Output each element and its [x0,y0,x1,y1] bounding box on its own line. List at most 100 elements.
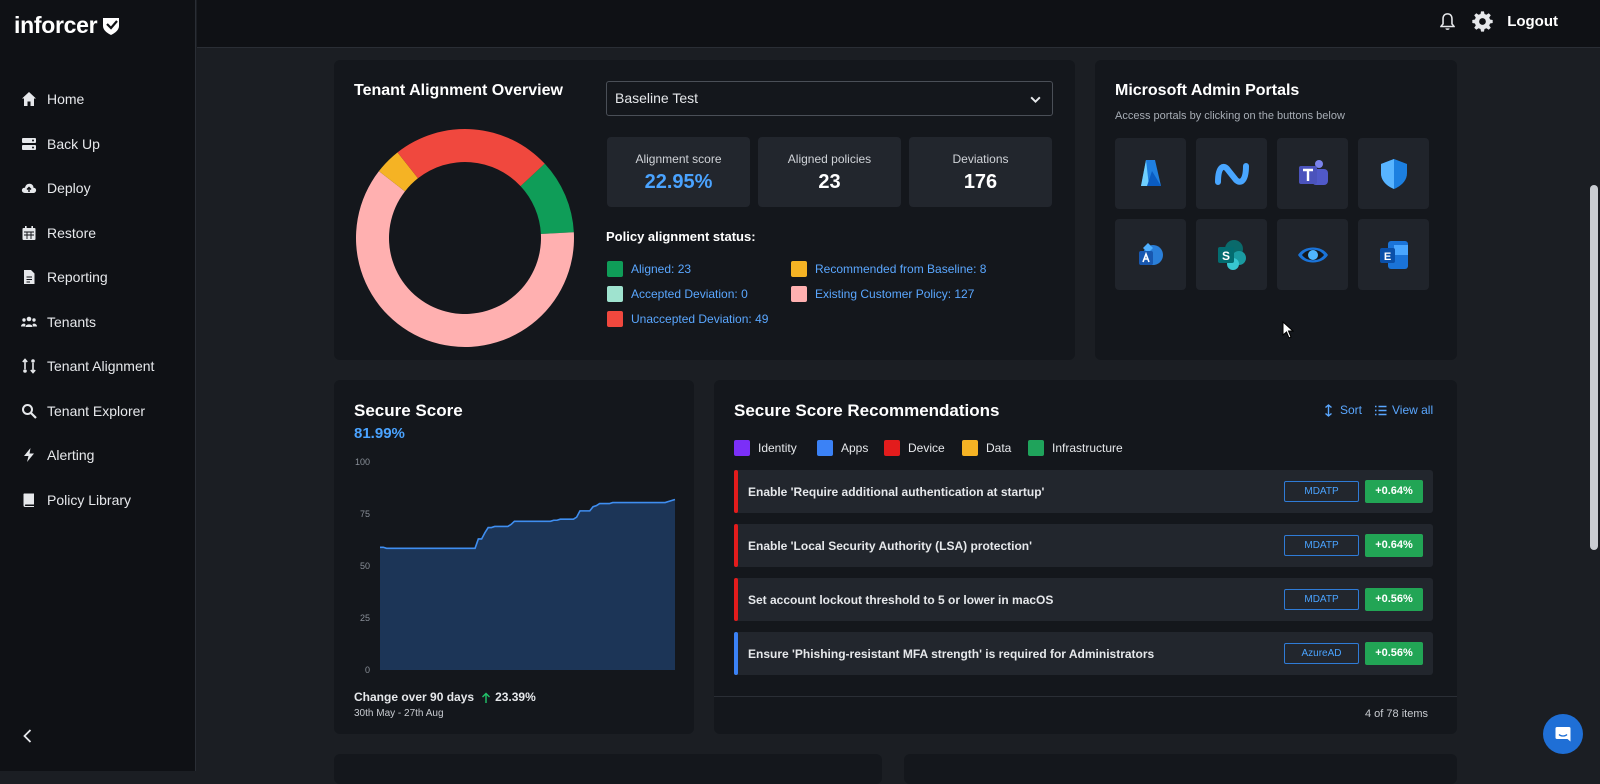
source-tag[interactable]: MDATP [1284,481,1359,502]
stat-label: Alignment score [635,152,722,166]
category-infrastructure[interactable]: Infrastructure [1028,440,1123,456]
recommendation-row[interactable]: Enable 'Require additional authenticatio… [734,470,1433,513]
stat-label: Deviations [952,152,1009,166]
collapse-sidebar-icon[interactable] [20,728,36,744]
category-swatch [1028,440,1044,456]
change-row: Change over 90 days 23.39% [354,690,536,704]
category-bar [734,632,738,675]
items-count: 4 of 78 items [1365,708,1428,720]
recommendation-text: Ensure 'Phishing-resistant MFA strength'… [748,647,1155,661]
purview-portal-button[interactable] [1277,219,1348,290]
sort-button[interactable]: Sort [1322,403,1362,417]
score-area [380,499,675,670]
admin-portals-title: Microsoft Admin Portals [1115,82,1300,99]
donut-slice-existing-customer-policy[interactable] [355,171,574,347]
category-data[interactable]: Data [962,440,1011,456]
source-tag[interactable]: MDATP [1284,535,1359,556]
stat-value: 23 [818,171,841,193]
y-tick-label: 50 [360,561,370,571]
recommendation-row[interactable]: Ensure 'Phishing-resistant MFA strength'… [734,632,1433,675]
recommendations-title: Secure Score Recommendations [734,401,1000,420]
view-all-button[interactable]: View all [1374,403,1433,417]
y-tick-label: 25 [360,613,370,623]
recommendation-text: Set account lockout threshold to 5 or lo… [748,593,1054,607]
intune-portal-icon [1214,162,1249,185]
legend-swatch [607,311,623,327]
chat-launcher-button[interactable] [1543,714,1583,754]
sidebar-item-deploy[interactable]: Deploy [0,166,196,211]
bell-icon[interactable] [1437,11,1458,32]
sidebar: inforcer Home Back Up Deploy Restore Rep… [0,0,196,771]
azure-portal-button[interactable] [1115,138,1186,209]
legend-existing-policy[interactable]: Existing Customer Policy: 127 [791,286,974,302]
category-swatch [962,440,978,456]
sidebar-item-tenant-alignment[interactable]: Tenant Alignment [0,344,196,389]
legend-recommended[interactable]: Recommended from Baseline: 8 [791,261,986,277]
teams-portal-button[interactable] [1277,138,1348,209]
sidebar-item-tenant-explorer[interactable]: Tenant Explorer [0,389,196,434]
category-apps[interactable]: Apps [817,440,868,456]
gear-icon[interactable] [1472,11,1493,32]
sort-icon [1325,403,1332,417]
search-icon [22,403,37,419]
category-identity[interactable]: Identity [734,440,797,456]
legend-label: Accepted Deviation: 0 [631,287,748,301]
purview-portal-icon [1297,247,1328,262]
y-tick-label: 75 [360,509,370,519]
sidebar-item-tenants[interactable]: Tenants [0,300,196,345]
sidebar-item-back-up[interactable]: Back Up [0,122,196,167]
sync-icon [22,358,36,374]
legend-unaccepted-deviation[interactable]: Unaccepted Deviation: 49 [607,311,768,327]
logout-button[interactable]: Logout [1507,13,1558,30]
score-impact-badge: +0.64% [1365,534,1423,557]
app-name: inforcer [14,12,98,38]
legend-swatch [607,261,623,277]
donut-slice-recommended-from-baseline[interactable] [378,152,418,192]
change-label: Change over 90 days [354,690,475,704]
legend-label: Aligned: 23 [631,262,692,276]
intune-portal-button[interactable] [1196,138,1267,209]
calendar-icon [22,225,36,240]
category-bar [734,470,738,513]
mouse-cursor-icon [1282,321,1294,339]
sidebar-item-restore[interactable]: Restore [0,211,196,256]
admin-center-portal-button[interactable] [1115,219,1186,290]
recommendation-row[interactable]: Set account lockout threshold to 5 or lo… [734,578,1433,621]
users-icon [21,316,37,327]
sidebar-item-policy-library[interactable]: Policy Library [0,478,196,523]
admin-center-portal-icon [1138,242,1163,265]
donut-slice-aligned[interactable] [520,163,574,234]
exchange-portal-button[interactable]: E [1358,219,1429,290]
sharepoint-portal-button[interactable]: S [1196,219,1267,290]
page-scrollbar[interactable] [1590,185,1598,550]
recommendation-row[interactable]: Enable 'Local Security Authority (LSA) p… [734,524,1433,567]
category-label: Data [986,441,1012,455]
category-device[interactable]: Device [884,440,945,456]
sidebar-item-label: Tenants [47,313,97,330]
legend-aligned[interactable]: Aligned: 23 [607,261,691,277]
sidebar-item-label: Deploy [47,180,91,197]
aligned-policies-stat: Aligned policies 23 [758,137,901,207]
recommendation-text: Enable 'Local Security Authority (LSA) p… [748,539,1032,553]
donut-slice-unaccepted-deviation[interactable] [397,129,545,187]
sidebar-item-reporting[interactable]: Reporting [0,255,196,300]
app-logo[interactable]: inforcer [14,12,121,39]
legend-swatch [607,286,623,302]
baseline-select[interactable]: Baseline Test [606,81,1053,116]
source-tag[interactable]: AzureAD [1284,643,1359,664]
y-tick-label: 0 [365,665,370,675]
source-tag[interactable]: MDATP [1284,589,1359,610]
sidebar-item-alerting[interactable]: Alerting [0,433,196,478]
deviations-stat: Deviations 176 [909,137,1052,207]
svg-text:E: E [1383,251,1390,263]
exchange-portal-icon: E [1379,240,1408,269]
sidebar-item-home[interactable]: Home [0,77,196,122]
sidebar-item-label: Policy Library [47,491,132,508]
cloud-upload-icon [21,184,37,194]
category-swatch [734,440,750,456]
legend-accepted-deviation[interactable]: Accepted Deviation: 0 [607,286,748,302]
tenant-alignment-title: Tenant Alignment Overview [354,82,563,99]
defender-portal-button[interactable] [1358,138,1429,209]
admin-portals-subtitle: Access portals by clicking on the button… [1115,110,1345,122]
azure-portal-icon [1140,159,1161,186]
